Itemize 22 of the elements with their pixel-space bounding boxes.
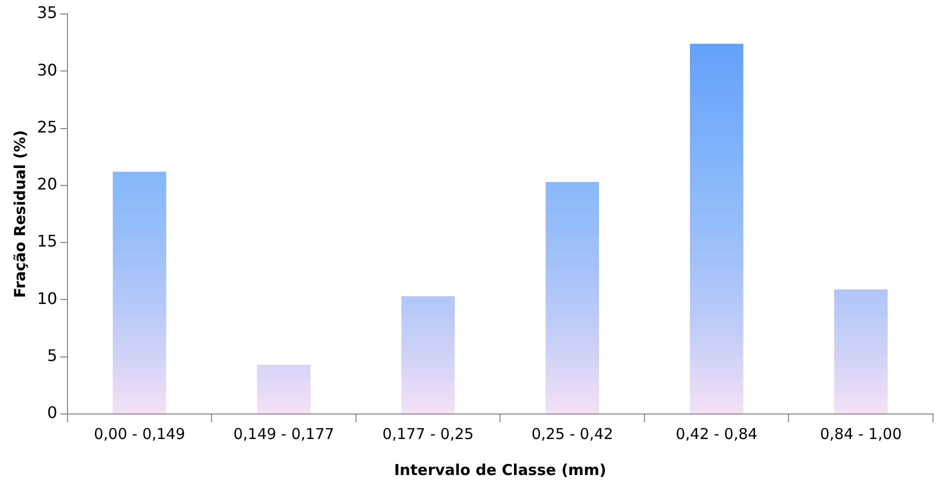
bar xyxy=(834,289,888,414)
x-axis-title: Intervalo de Classe (mm) xyxy=(394,460,606,479)
y-tick-label: 10 xyxy=(37,288,58,308)
y-axis-title: Fração Residual (%) xyxy=(10,130,29,298)
bar xyxy=(546,182,600,414)
x-tick-label: 0,00 - 0,149 xyxy=(94,424,186,443)
y-tick-label: 30 xyxy=(37,60,58,80)
x-tick-label: 0,42 - 0,84 xyxy=(676,424,758,443)
bar xyxy=(690,44,744,414)
bar xyxy=(257,364,310,414)
x-tick-label: 0,84 - 1,00 xyxy=(820,424,902,443)
y-tick-label: 25 xyxy=(37,117,58,136)
x-tick-label: 0,25 - 0,42 xyxy=(531,424,614,443)
bar xyxy=(112,172,166,414)
y-tick-label: 5 xyxy=(47,346,58,366)
bar xyxy=(401,296,455,414)
x-tick-label: 0,149 - 0,177 xyxy=(233,424,334,443)
y-tick-label: 0 xyxy=(47,403,58,422)
y-tick-label: 20 xyxy=(37,174,58,194)
y-tick-label: 15 xyxy=(37,232,58,251)
x-tick-label: 0,177 - 0,25 xyxy=(382,424,474,443)
y-tick-label: 35 xyxy=(37,3,58,22)
